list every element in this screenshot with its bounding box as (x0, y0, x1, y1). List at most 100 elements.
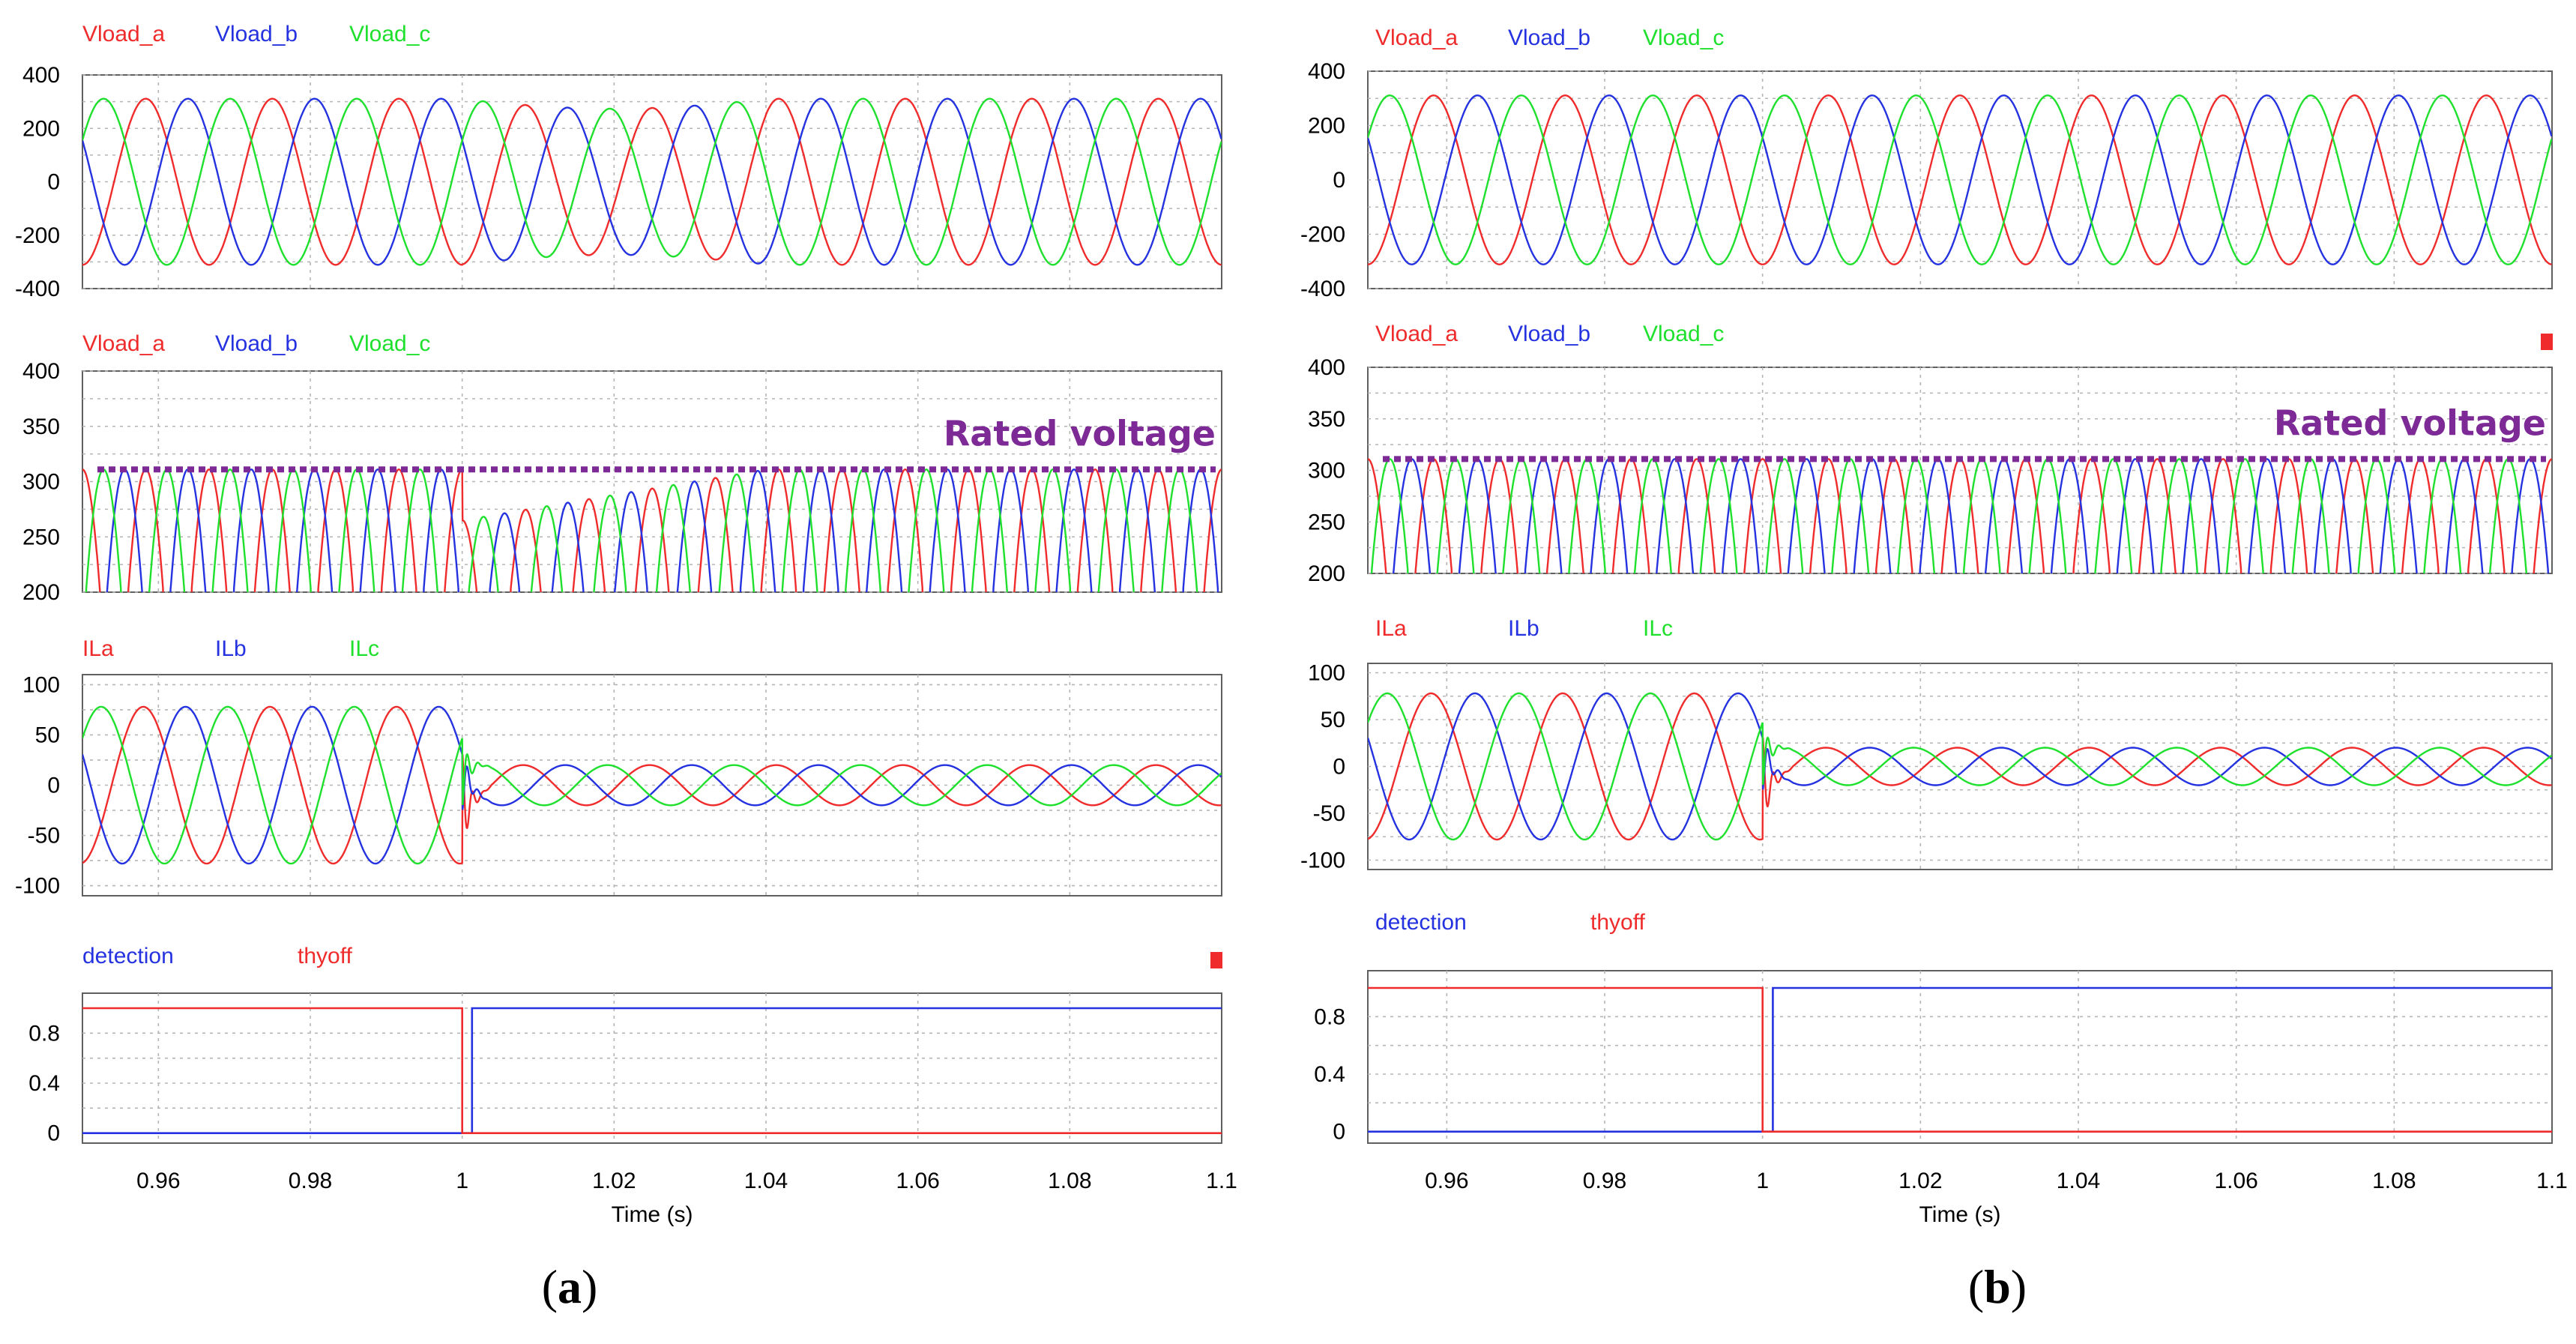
y-tick-label: 0 (1333, 755, 1345, 780)
series-line-ILa (1368, 692, 2552, 841)
x-tick-label: 1 (456, 1169, 468, 1193)
y-tick-label: 250 (22, 525, 60, 549)
plot-panels: 400 200 0 -200 -400 Vload_a Vload_b Vload_c 400 3… (15, 22, 2568, 1227)
legend-ILb: ILb (215, 636, 247, 661)
y-tick-label: 400 (1308, 59, 1345, 84)
y-tick-label: 200 (22, 580, 60, 605)
caption-b: (b) (1968, 1260, 2027, 1313)
series-line-thyoff (1368, 986, 2552, 1133)
plot-area (82, 1007, 1222, 1134)
y-tick-label: 0 (1333, 1120, 1345, 1145)
series-line-ILb (1368, 692, 2552, 841)
y-tick-label: -400 (1300, 277, 1345, 301)
y-tick-label: 300 (1308, 459, 1345, 483)
y-tick-label: 0.8 (28, 1021, 60, 1046)
panel-a-3: 0.8 0.4 0 detection thyoff (28, 944, 1222, 1146)
y-tick-label: -200 (15, 223, 60, 248)
legend-Vload_b: Vload_b (1508, 25, 1590, 50)
rated-voltage-label: Rated voltage (944, 413, 1216, 453)
y-tick-label: 50 (35, 723, 60, 747)
x-tick-label: 0.96 (1425, 1169, 1468, 1193)
x-tick-label: 0.96 (136, 1169, 180, 1193)
y-tick-label: 0.4 (28, 1071, 60, 1096)
x-tick-label: 1.08 (2372, 1169, 2416, 1193)
x-axis-label: Time (s) (1919, 1202, 2001, 1227)
caption-a: (a) (542, 1260, 598, 1313)
y-tick-label: -50 (28, 824, 60, 849)
y-tick-label: 200 (1308, 114, 1345, 139)
legend-Vload_a: Vload_a (1375, 25, 1458, 50)
x-tick-label: 1.02 (1898, 1169, 1942, 1193)
legend-ILb: ILb (1508, 616, 1539, 641)
caption-a-label: a (558, 1260, 582, 1313)
y-tick-label: -50 (1313, 801, 1345, 826)
y-tick-label: -100 (15, 874, 60, 899)
plot-frame (1367, 970, 2553, 1144)
y-tick-label: 350 (1308, 407, 1345, 432)
y-tick-label: 0.4 (1314, 1062, 1345, 1087)
legend-ILc: ILc (1643, 616, 1673, 641)
marker-square-a (1210, 952, 1222, 968)
plot-area (1368, 986, 2552, 1133)
series-line-ILc (82, 705, 1222, 865)
y-tick-label: 300 (22, 470, 60, 495)
marker-square-b (2541, 334, 2553, 350)
panel-a-1: 400 350 300 250 200 Vload_a Vload_b Vload_c Rate… (22, 331, 1222, 605)
legend-Vload_b: Vload_b (215, 22, 298, 46)
y-tick-label: 400 (1308, 355, 1345, 380)
series-line-Vload_c (82, 97, 1222, 266)
x-tick-label: 1 (1756, 1169, 1769, 1193)
series-line-Vload_a (82, 97, 1222, 266)
svg-text:(a): (a) (542, 1260, 598, 1313)
legend-detection: detection (1375, 910, 1467, 935)
y-tick-label: -100 (1300, 849, 1345, 873)
legend-Vload_b: Vload_b (215, 331, 298, 356)
y-tick-label: -200 (1300, 223, 1345, 247)
series-line-thyoff (82, 1007, 1222, 1134)
x-tick-label: 1.04 (744, 1169, 788, 1193)
legend-Vload_b: Vload_b (1508, 322, 1590, 346)
caption-b-label: b (1984, 1260, 2011, 1313)
panel-b-1: 400 350 300 250 200 Vload_a Vload_b Vload_c Rate… (1308, 322, 2553, 586)
y-tick-label: 0 (47, 170, 60, 195)
x-tick-label: 1.06 (2214, 1169, 2257, 1193)
y-tick-label: 0 (1333, 168, 1345, 193)
series-line-Vload_a (1368, 94, 2552, 265)
y-tick-label: 400 (22, 63, 60, 88)
plot-area (82, 97, 1222, 266)
y-tick-label: 100 (1308, 661, 1345, 686)
panel-a-2: 100 50 0 -50 -100 ILa ILb ILc (15, 636, 1222, 899)
x-tick-label: 1.08 (1048, 1169, 1091, 1193)
legend-detection: detection (82, 944, 174, 968)
panel-b-2: 100 50 0 -50 -100 ILa ILb ILc (1300, 616, 2553, 873)
y-tick-label: 350 (22, 415, 60, 439)
legend-Vload_c: Vload_c (1643, 25, 1724, 50)
panel-b-0: 400 200 0 -200 -400 Vload_a Vload_b Vload_c (1300, 25, 2553, 301)
plot-area (82, 705, 1222, 865)
y-tick-label: 200 (22, 116, 60, 141)
series-line-detection (82, 1007, 1222, 1134)
x-tick-label: 0.98 (1583, 1169, 1626, 1193)
y-tick-label: 0.8 (1314, 1004, 1345, 1029)
svg-text:(b): (b) (1968, 1260, 2027, 1313)
series-line-ILa (82, 705, 1222, 865)
legend-Vload_c: Vload_c (1643, 322, 1724, 346)
legend-ILc: ILc (349, 636, 379, 661)
legend-Vload_c: Vload_c (349, 331, 430, 356)
x-tick-label: 0.98 (289, 1169, 332, 1193)
x-tick-label: 1.06 (896, 1169, 939, 1193)
x-tick-label: 1.1 (2536, 1169, 2568, 1193)
legend-thyoff: thyoff (298, 944, 352, 968)
y-tick-label: 0 (47, 1121, 60, 1146)
y-tick-label: 50 (1321, 708, 1345, 732)
legend-Vload_c: Vload_c (349, 22, 430, 46)
y-tick-label: -400 (15, 277, 60, 301)
legend-thyoff: thyoff (1590, 910, 1645, 935)
rated-voltage-label: Rated voltage (2274, 403, 2546, 443)
legend-ILa: ILa (82, 636, 114, 661)
plot-frame (82, 992, 1222, 1144)
legend-Vload_a: Vload_a (1375, 322, 1458, 346)
y-tick-label: 200 (1308, 561, 1345, 586)
plot-area (1368, 692, 2552, 841)
